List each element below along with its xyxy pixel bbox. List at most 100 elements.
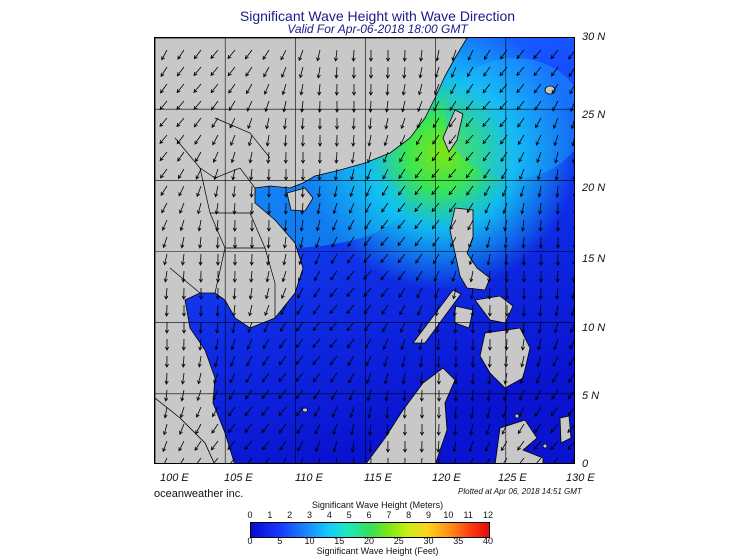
wave-arrow [329,321,338,332]
wave-arrow [503,236,508,249]
wave-arrow [181,338,186,351]
wave-arrow [518,406,525,418]
wave-arrow [299,219,304,232]
wave-arrow [414,185,423,196]
wave-arrow [331,236,338,248]
wave-arrow [397,185,406,196]
legend-feet-tick: 25 [393,536,404,546]
wave-arrow [521,271,527,283]
wave-arrow [500,151,508,162]
map-subtitle: Valid For Apr-06-2018 18:00 GMT [287,22,468,36]
wave-arrow [334,134,339,147]
wave-arrow [519,185,525,198]
legend-feet-tick: 20 [363,536,375,546]
wave-arrow [230,355,236,367]
wave-arrow [453,423,458,436]
legend-meters-tick: 5 [346,510,352,520]
wave-arrow [402,49,407,62]
wave-arrow [333,168,338,181]
wave-arrow [469,287,475,300]
credit-text: oceanweather inc. [154,488,244,500]
wave-arrow [232,237,238,249]
wave-arrow [244,406,253,417]
wave-arrow [228,389,236,401]
wave-arrow [397,270,406,281]
wave-arrow [211,423,219,434]
wave-arrow [433,253,440,265]
wave-arrow [366,151,372,164]
wave-arrow [368,67,374,79]
wave-arrow [552,100,559,112]
wave-arrow [193,66,202,77]
wave-arrow [450,253,457,265]
lat-label-15n: 15 N [582,253,606,265]
lat-label-5n: 5 N [582,390,600,402]
wave-arrow [348,202,355,214]
wave-arrow [368,100,373,113]
wave-arrow [504,305,510,317]
wave-arrow [296,304,304,316]
wave-arrow [316,202,321,215]
wave-arrow [210,83,219,94]
wave-arrow [383,372,389,385]
wave-arrow [249,202,254,215]
wave-arrow [244,440,253,451]
wave-arrow [417,83,423,96]
wave-arrow [418,338,423,351]
wave-arrow [213,457,219,463]
wave-arrow [177,168,185,180]
wave-arrow [483,168,491,179]
wave-arrow [385,66,390,79]
wave-arrow [346,321,355,332]
wave-arrow [229,117,236,129]
wave-arrow [295,389,304,400]
wave-arrow [436,423,441,436]
plotted-timestamp: Plotted at Apr 06, 2018 14:51 GMT [458,487,582,496]
wave-arrow [366,372,372,384]
legend-meters-tick: 0 [247,510,253,520]
wave-arrow [521,253,526,266]
wave-arrow [416,287,423,299]
wave-arrow [383,151,389,163]
wave-arrow [215,287,220,300]
wave-arrow [164,372,169,385]
wave-arrow [399,304,406,316]
wave-arrow [283,151,288,164]
wave-arrow [159,117,168,128]
wave-arrow [380,287,389,298]
wave-arrow [571,156,574,164]
wave-arrow [164,389,169,402]
wave-arrow [482,134,491,145]
wave-arrow [213,372,219,385]
wave-arrow [435,49,440,62]
wave-arrow [453,389,458,402]
wave-arrow [399,151,406,163]
wave-arrow [162,236,168,249]
wave-arrow [567,407,574,417]
lon-label-125e: 125 E [498,472,527,484]
wave-arrow [381,185,389,197]
wave-arrow [232,287,237,300]
wave-arrow [535,389,542,401]
wave-arrow [279,440,287,451]
wave-arrow [536,168,542,181]
wave-direction-arrows [159,49,574,463]
wave-arrow [414,236,423,247]
wave-arrow [299,83,304,96]
wave-arrow [534,406,542,418]
wave-arrow [214,202,219,215]
wave-arrow [533,423,542,434]
wave-arrow [231,185,236,198]
wave-arrow [312,338,321,349]
wave-arrow [163,253,168,266]
wave-arrow [177,49,185,60]
wave-arrow [504,270,509,283]
wave-arrow [181,305,187,317]
wave-arrow [282,236,287,249]
wave-arrow [266,219,271,232]
wave-arrow [467,219,474,231]
wave-arrow [363,287,372,298]
legend-meters-tick: 1 [267,510,273,520]
lat-label-25n: 25 N [582,109,606,121]
legend-feet-tick: 5 [277,536,283,546]
